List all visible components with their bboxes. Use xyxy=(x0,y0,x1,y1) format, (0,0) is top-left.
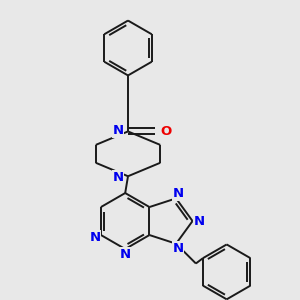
Text: N: N xyxy=(89,231,100,244)
Text: O: O xyxy=(160,125,171,138)
Text: N: N xyxy=(112,171,124,184)
Text: N: N xyxy=(120,248,131,260)
Text: N: N xyxy=(173,242,184,255)
Text: N: N xyxy=(173,187,184,200)
Text: N: N xyxy=(112,124,124,137)
Text: N: N xyxy=(194,214,205,227)
